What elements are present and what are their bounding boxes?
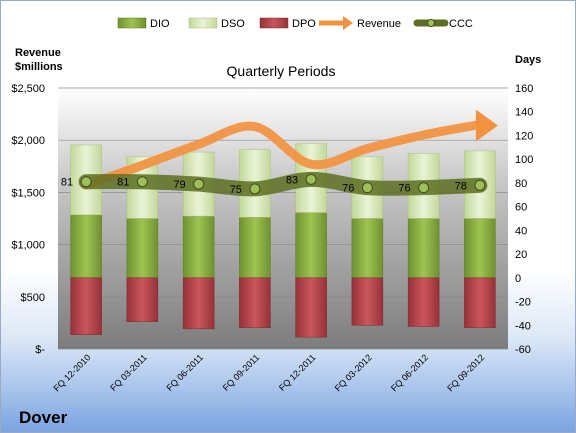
right-tick-label: 140 (515, 107, 533, 119)
bar-dio (407, 218, 440, 279)
x-tick-label: FQ 09-2012 (445, 352, 486, 393)
ccc-data-label: 79 (173, 179, 185, 191)
ccc-marker (80, 176, 92, 188)
right-axis-ticks: -60 -40 -20 0 20 40 60 80 100 120 140 160 (515, 83, 533, 356)
ccc-data-label: 81 (61, 177, 73, 189)
x-tick-label: FQ 03-2012 (333, 352, 374, 393)
bar-dio (239, 217, 271, 279)
right-tick-label: 0 (515, 273, 521, 285)
right-tick-label: 80 (515, 178, 527, 190)
legend-label: Revenue (357, 18, 401, 30)
right-tick-label: 120 (515, 130, 533, 142)
ccc-data-label: 76 (342, 183, 354, 195)
ccc-marker (136, 176, 148, 188)
legend-swatch (188, 17, 218, 29)
bar-dpo (70, 277, 102, 336)
right-tick-label: -60 (515, 344, 531, 356)
bar-dpo (295, 277, 327, 338)
ccc-layer: 81 81 79 75 83 76 76 78 (61, 171, 488, 197)
legend: DIO DSO DPO Revenue CCC (117, 16, 473, 30)
ccc-data-label: 78 (455, 180, 467, 192)
right-tick-label: -40 (515, 320, 531, 332)
legend-label: DSO (221, 18, 245, 30)
ccc-marker (193, 178, 205, 190)
revenue-line (81, 120, 485, 190)
x-tick-label: FQ 09-2011 (221, 352, 262, 393)
x-tick-label: FQ 06-2011 (164, 352, 205, 393)
right-axis-title: Days (515, 54, 541, 66)
legend-swatch (117, 17, 147, 29)
right-tick-label: 40 (515, 225, 527, 237)
right-tick-label: 100 (515, 154, 533, 166)
bar-dpo (126, 277, 159, 322)
left-tick-label: $500 (21, 292, 45, 304)
x-tick-label: FQ 06-2012 (389, 352, 430, 393)
ccc-marker (418, 182, 430, 194)
left-tick-label: $1,500 (11, 187, 45, 199)
x-tick-label: FQ 12-2010 (52, 352, 93, 393)
bar-dio (182, 215, 215, 279)
ccc-data-label: 81 (117, 177, 129, 189)
legend-swatch (259, 17, 289, 29)
x-axis-labels: FQ 12-2010 FQ 03-2011 FQ 06-2011 FQ 09-2011… (52, 352, 487, 393)
ccc-data-label: 83 (286, 174, 298, 186)
chart-title: Quarterly Periods (227, 63, 336, 79)
bar-dio (70, 214, 102, 279)
left-tick-label: $2,500 (11, 83, 45, 95)
legend-label: DIO (150, 18, 170, 30)
legend-label: CCC (449, 18, 473, 30)
bar-dio (295, 212, 327, 279)
bar-dio (126, 218, 159, 279)
company-name: Dover (19, 408, 68, 427)
legend-swatch-marker (427, 19, 435, 27)
bars-layer (70, 143, 496, 338)
legend-label: DPO (292, 18, 316, 30)
bar-dpo (182, 277, 215, 330)
bar-dio (351, 218, 384, 279)
left-tick-label: $2,000 (11, 135, 45, 147)
bar-dpo (407, 277, 440, 327)
revenue-layer (81, 109, 498, 190)
ccc-marker (361, 182, 373, 194)
ccc-marker (249, 183, 261, 195)
right-tick-label: 20 (515, 249, 527, 261)
left-tick-label: $1,000 (11, 240, 45, 252)
right-tick-label: 60 (515, 202, 527, 214)
bar-dio (464, 218, 496, 279)
bar-dpo (351, 277, 384, 326)
ccc-data-label: 76 (398, 183, 410, 195)
ccc-marker (305, 173, 317, 185)
x-tick-label: FQ 12-2011 (277, 352, 318, 393)
left-axis-title-line1: Revenue (15, 47, 61, 59)
bar-dpo (239, 277, 271, 328)
left-axis-ticks: $- $500 $1,000 $1,500 $2,000 $2,500 (11, 83, 45, 356)
revenue-arrowhead (475, 109, 498, 142)
right-tick-label: 160 (515, 83, 533, 95)
x-tick-label: FQ 03-2011 (108, 352, 149, 393)
right-tick-label: -20 (515, 297, 531, 309)
ccc-data-label: 75 (230, 184, 242, 196)
left-tick-label: $- (35, 344, 45, 356)
bar-dpo (464, 277, 496, 328)
ccc-marker (474, 179, 486, 191)
legend-swatch-arrowhead (343, 16, 353, 30)
left-axis-title-line2: $millions (15, 61, 63, 73)
